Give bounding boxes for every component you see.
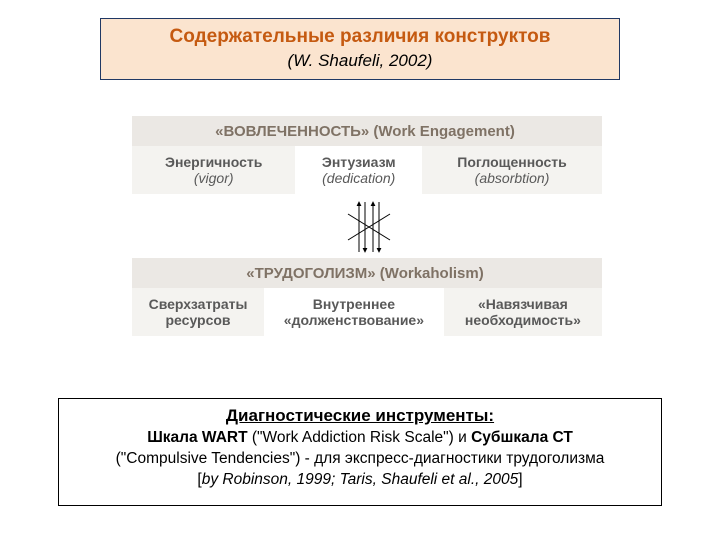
cell-sub: (vigor)	[194, 170, 234, 186]
bracket: ]	[518, 471, 522, 488]
diagnostic-title: Диагностические инструменты:	[69, 405, 651, 428]
cell-main: Поглощенность	[457, 154, 566, 170]
text: ("Work Addiction Risk Scale") и	[248, 429, 472, 446]
header-cap	[598, 258, 602, 288]
interaction-arrows-icon	[338, 196, 398, 258]
cell-sub: (dedication)	[322, 170, 395, 186]
cell-main: Энергичность	[165, 154, 262, 170]
cell-main: Сверхзатраты ресурсов	[149, 296, 248, 328]
table-row: Сверхзатраты ресурсов Внутреннее «должен…	[132, 288, 602, 336]
diagnostic-box: Диагностические инструменты: Шкала WART …	[58, 398, 662, 506]
cell: «Навязчивая необходимость»	[444, 288, 602, 336]
construct-engagement: «ВОВЛЕЧЕННОСТЬ» (Work Engagement) Энерги…	[132, 116, 602, 194]
header-cap	[598, 116, 602, 146]
title-sub: (W. Shaufeli, 2002)	[101, 51, 619, 71]
cell: Энергичность (vigor)	[132, 146, 295, 194]
cell-sub: (absorbtion)	[475, 170, 550, 186]
construct-workaholism: «ТРУДОГОЛИЗМ» (Workaholism) Сверхзатраты…	[132, 258, 602, 336]
construct1-header: «ВОВЛЕЧЕННОСТЬ» (Work Engagement)	[132, 116, 598, 146]
diagnostic-line3: [by Robinson, 1999; Taris, Shaufeli et a…	[69, 470, 651, 491]
cell: Поглощенность (absorbtion)	[422, 146, 602, 194]
wart-label: Шкала WART	[147, 429, 247, 446]
cell: Энтузиазм (dedication)	[295, 146, 422, 194]
construct2-header: «ТРУДОГОЛИЗМ» (Workaholism)	[132, 258, 598, 288]
table-row: Энергичность (vigor) Энтузиазм (dedicati…	[132, 146, 602, 194]
diagnostic-line2: ("Compulsive Tendencies") - для экспресс…	[69, 449, 651, 470]
ct-label: Субшкала СТ	[471, 429, 573, 446]
cell-main: «Навязчивая необходимость»	[465, 296, 581, 328]
title-box: Содержательные различия конструктов (W. …	[100, 18, 620, 80]
table-header-row: «ВОВЛЕЧЕННОСТЬ» (Work Engagement)	[132, 116, 602, 146]
title-main: Содержательные различия конструктов	[101, 26, 619, 49]
cell-main: Внутреннее «долженствование»	[284, 296, 424, 328]
table-header-row: «ТРУДОГОЛИЗМ» (Workaholism)	[132, 258, 602, 288]
diagnostic-line1: Шкала WART ("Work Addiction Risk Scale")…	[69, 428, 651, 449]
citation: by Robinson, 1999; Taris, Shaufeli et al…	[202, 471, 519, 488]
cell-main: Энтузиазм	[322, 154, 396, 170]
cell: Внутреннее «долженствование»	[264, 288, 444, 336]
cell: Сверхзатраты ресурсов	[132, 288, 264, 336]
